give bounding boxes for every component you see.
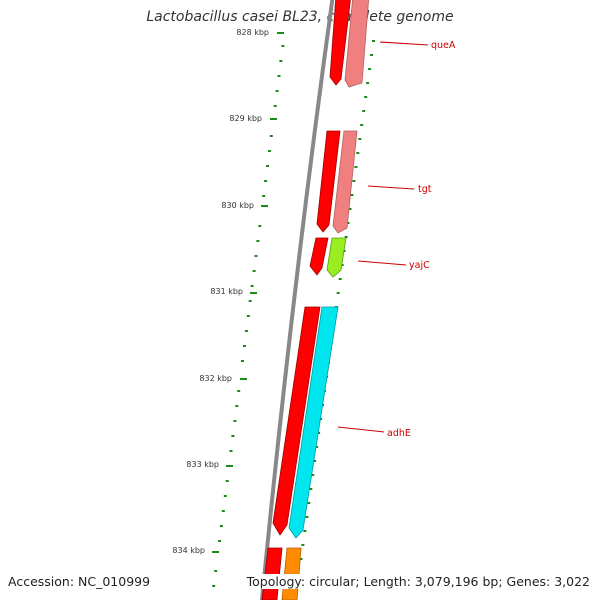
gc-dot bbox=[266, 165, 269, 167]
gc-dot bbox=[244, 330, 248, 332]
gene-label-leader bbox=[357, 260, 407, 266]
gc-dot bbox=[315, 446, 319, 448]
gc-dot bbox=[269, 135, 273, 137]
gc-dot bbox=[256, 240, 260, 242]
genome-backbone bbox=[259, 0, 335, 600]
gc-dot bbox=[354, 166, 358, 168]
gc-dot bbox=[262, 195, 266, 197]
gc-dot bbox=[364, 96, 368, 98]
gc-dot bbox=[250, 285, 254, 287]
gc-dot bbox=[223, 495, 227, 497]
gc-dot bbox=[372, 40, 375, 42]
gc-dot bbox=[344, 236, 348, 238]
gene-label-queA[interactable]: queA bbox=[431, 40, 456, 51]
gc-dot bbox=[301, 544, 305, 546]
gc-dot bbox=[356, 152, 360, 154]
gc-dot bbox=[212, 585, 216, 587]
gc-dot bbox=[370, 54, 373, 56]
gc-dot bbox=[299, 558, 303, 560]
gene-label-adhE[interactable]: adhE bbox=[387, 428, 411, 439]
gc-dot bbox=[229, 450, 233, 452]
gc-dot bbox=[233, 420, 237, 422]
gc-dot bbox=[352, 180, 356, 182]
gc-dot bbox=[243, 345, 246, 347]
gc-dot bbox=[254, 255, 258, 257]
gene-track bbox=[281, 0, 370, 600]
scale-ticks: 828 kbp 829 kbp 830 kbp 831 kbp 832 kbp … bbox=[172, 28, 284, 555]
gc-dot bbox=[273, 105, 277, 107]
gc-dot bbox=[348, 208, 352, 210]
gene-label-leader bbox=[337, 426, 385, 433]
gc-dot bbox=[218, 540, 221, 542]
gc-dot bbox=[246, 315, 250, 317]
yajC-gene-feature[interactable] bbox=[326, 237, 347, 278]
gc-dot bbox=[248, 300, 252, 302]
gc-dot bbox=[252, 270, 256, 272]
gc-dot bbox=[366, 82, 370, 84]
cds-track bbox=[261, 0, 351, 600]
scale-tick-label: 832 kbp bbox=[199, 374, 232, 383]
scale-tick-label: 834 kbp bbox=[172, 546, 205, 555]
gc-dot bbox=[235, 405, 239, 407]
adhE-gene-feature[interactable] bbox=[288, 306, 339, 539]
gc-dot bbox=[221, 510, 225, 512]
cds-feature[interactable] bbox=[309, 237, 329, 276]
gc-dot bbox=[303, 530, 307, 532]
gene-labels: queA tgt yajC adhE bbox=[337, 40, 456, 439]
scale-tick-label: 829 kbp bbox=[229, 114, 262, 123]
gc-dot bbox=[311, 474, 315, 476]
cds-feature[interactable] bbox=[329, 0, 351, 86]
scale-tick-label: 831 kbp bbox=[210, 287, 243, 296]
gc-dot bbox=[350, 194, 354, 196]
gc-dot bbox=[237, 390, 241, 392]
scale-tick-label: 828 kbp bbox=[236, 28, 269, 37]
gc-dot bbox=[346, 222, 350, 224]
gc-dot bbox=[279, 60, 283, 62]
genome-summary-label: Topology: circular; Length: 3,079,196 bp… bbox=[243, 574, 590, 589]
scale-tick-label: 833 kbp bbox=[186, 460, 219, 469]
gc-dot bbox=[225, 480, 229, 482]
gene-label-leader bbox=[379, 41, 429, 46]
gene-label-yajC[interactable]: yajC bbox=[409, 260, 430, 271]
accession-label: Accession: NC_010999 bbox=[8, 574, 151, 589]
gc-dot bbox=[258, 225, 262, 227]
gc-dot bbox=[277, 75, 281, 77]
gene-label-leader bbox=[367, 185, 415, 190]
map-title: Lactobacillus casei BL23, complete genom… bbox=[146, 9, 454, 25]
gc-dot bbox=[264, 180, 268, 182]
scale-tick-label: 830 kbp bbox=[221, 201, 254, 210]
gc-dot bbox=[309, 488, 313, 490]
gc-dot bbox=[281, 45, 285, 47]
queA-gene-feature[interactable] bbox=[344, 0, 370, 88]
gc-dot bbox=[307, 502, 311, 504]
gc-dot bbox=[362, 110, 366, 112]
gc-dot bbox=[241, 360, 244, 362]
gc-dot bbox=[219, 525, 223, 527]
cds-feature[interactable] bbox=[272, 306, 321, 536]
gc-dot bbox=[336, 292, 340, 294]
gc-dot bbox=[267, 150, 271, 152]
gc-dot bbox=[214, 570, 218, 572]
gc-dot bbox=[231, 435, 235, 437]
gene-label-tgt[interactable]: tgt bbox=[418, 184, 432, 195]
gc-dot bbox=[338, 278, 342, 280]
gc-dot bbox=[275, 90, 279, 92]
gc-dot bbox=[313, 460, 317, 462]
tgt-gene-feature[interactable] bbox=[332, 130, 358, 234]
gc-dot bbox=[360, 124, 364, 126]
gc-dot bbox=[305, 516, 309, 518]
cds-feature[interactable] bbox=[316, 130, 341, 233]
gc-dot bbox=[358, 138, 362, 140]
gc-dot bbox=[368, 68, 372, 70]
